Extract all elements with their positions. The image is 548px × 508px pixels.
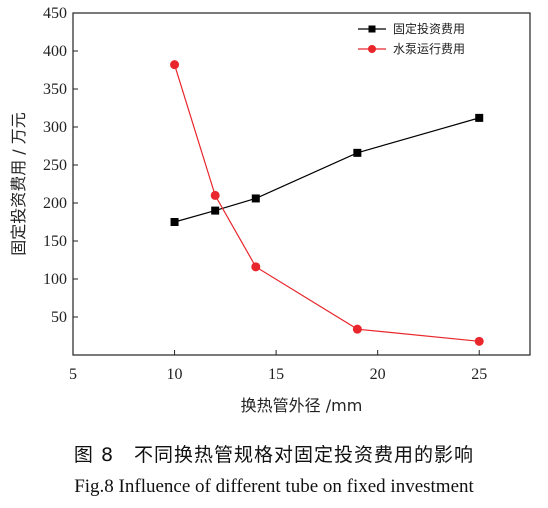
y-axis-title: 固定投资费用 / 万元 [9,112,28,256]
y-tick-label: 100 [43,271,67,288]
x-tick-label: 10 [167,366,183,383]
series-group [170,60,484,346]
y-tick-label: 300 [43,119,67,136]
x-tick-label: 25 [471,366,487,383]
data-point-circle [210,190,220,200]
data-point-circle [352,324,362,334]
x-axis-title: 换热管外径 /mm [241,396,363,415]
data-point-square [475,113,484,122]
y-tick-label: 400 [43,43,67,60]
axes: 5 10 15 20 25 50 100 150 200 250 300 350 400 450 [43,5,531,383]
legend-marker-circle [368,45,376,53]
x-tick-label: 5 [69,366,77,383]
y-tick-label: 200 [43,195,67,212]
y-tick-label: 450 [43,5,67,22]
series-line [173,64,480,342]
legend-label: 固定投资费用 [393,21,465,36]
legend-label: 水泵运行费用 [393,42,465,56]
data-point-square [251,194,260,203]
figure-caption-english: Fig.8 Influence of different tube on fix… [74,476,474,497]
y-tick-label: 150 [43,233,67,250]
plot-frame [72,12,531,356]
x-tick-label: 15 [268,366,284,383]
x-tick-label: 20 [370,366,386,383]
y-tick-label: 350 [43,81,67,98]
y-tick-label: 50 [51,309,67,326]
data-point-square [170,218,179,226]
figure-caption-chinese: 图 8 不同换热管规格对固定投资费用的影响 [73,444,475,466]
data-point-square [211,206,220,215]
data-point-circle [251,262,261,272]
data-point-circle [170,60,180,70]
data-point-square [353,148,362,157]
data-point-circle [474,336,484,346]
y-tick-label: 250 [43,157,67,174]
legend-marker-square [368,25,376,33]
line-chart: 5 10 15 20 25 50 100 150 200 250 300 350 400 450 固定投资… [9,5,531,415]
series-line [174,117,480,223]
